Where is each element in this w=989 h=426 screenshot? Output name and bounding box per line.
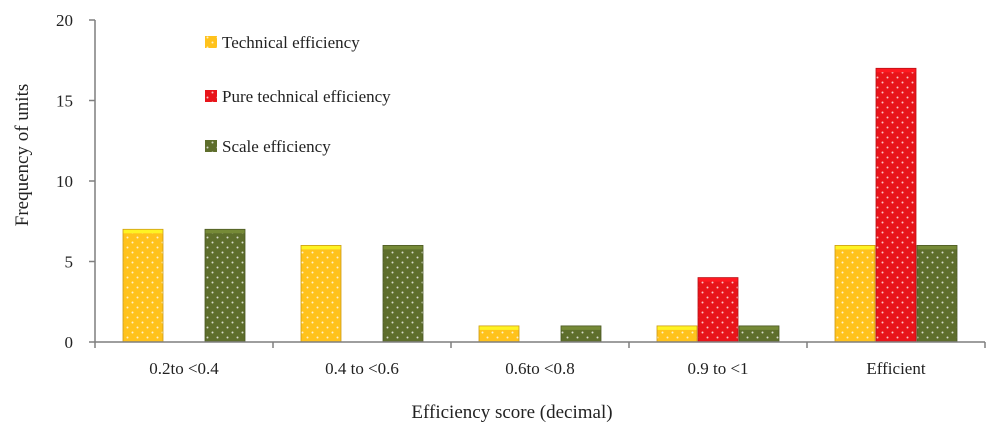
bar	[204, 228, 246, 343]
x-tick-label: 0.4 to <0.6	[325, 359, 399, 378]
x-tick-label: 0.6to <0.8	[505, 359, 575, 378]
legend-item: Technical efficiency	[205, 33, 360, 52]
y-axis-title: Frequency of units	[12, 84, 33, 226]
legend-label: Pure technical efficiency	[222, 87, 391, 106]
axes-layer: 0 5 10 15 20 0.2to <0.4 0.4 to <0.6 0.6to <0.8 0…	[56, 11, 986, 378]
legend-swatch-texture	[205, 36, 217, 48]
y-tick-label: 20	[56, 11, 73, 30]
legend-label: Technical efficiency	[222, 33, 360, 52]
bar-top-highlight	[383, 245, 423, 250]
bars-layer	[122, 67, 958, 343]
bar	[916, 244, 958, 343]
bar-texture	[383, 245, 423, 342]
legend-item: Scale efficiency	[205, 137, 331, 156]
bar-top-highlight	[698, 277, 738, 282]
bar-texture	[123, 229, 163, 342]
bar	[656, 325, 698, 343]
bar	[834, 244, 876, 343]
y-tick-label: 0	[65, 333, 74, 352]
bar-top-highlight	[917, 245, 957, 250]
bar-top-highlight	[739, 325, 779, 330]
bar-texture	[479, 325, 519, 342]
legend: Technical efficiency Pure technical effic…	[205, 33, 391, 156]
legend-label: Scale efficiency	[222, 137, 331, 156]
x-tick-label: Efficient	[866, 359, 925, 378]
bar-texture	[739, 325, 779, 342]
x-axis-title: Efficiency score (decimal)	[411, 402, 612, 423]
bar	[382, 244, 424, 343]
legend-swatch-texture	[205, 90, 217, 102]
bar	[738, 325, 780, 343]
bar-texture	[301, 245, 341, 342]
bar	[560, 325, 602, 343]
x-tick-label: 0.9 to <1	[687, 359, 748, 378]
bar	[300, 244, 342, 343]
bar	[478, 325, 520, 343]
bar-texture	[917, 245, 957, 342]
legend-swatch-texture	[205, 140, 217, 152]
bar-top-highlight	[876, 68, 916, 73]
bar-top-highlight	[205, 229, 245, 234]
bar-top-highlight	[123, 229, 163, 234]
bar-texture	[698, 277, 738, 342]
bar	[875, 67, 917, 343]
y-tick-label: 5	[65, 253, 74, 272]
bar-texture	[835, 245, 875, 342]
bar-top-highlight	[479, 325, 519, 330]
bar-texture	[205, 229, 245, 342]
y-tick-label: 15	[56, 92, 73, 111]
x-tick-label: 0.2to <0.4	[149, 359, 219, 378]
y-tick-label: 10	[56, 172, 73, 191]
legend-item: Pure technical efficiency	[205, 87, 391, 106]
bar-texture	[561, 325, 601, 342]
bar-top-highlight	[657, 325, 697, 330]
bar-top-highlight	[561, 325, 601, 330]
bar	[697, 277, 739, 343]
bar-texture	[657, 325, 697, 342]
bar	[122, 228, 164, 343]
bar-top-highlight	[301, 245, 341, 250]
bar-top-highlight	[835, 245, 875, 250]
bar-texture	[876, 68, 916, 343]
